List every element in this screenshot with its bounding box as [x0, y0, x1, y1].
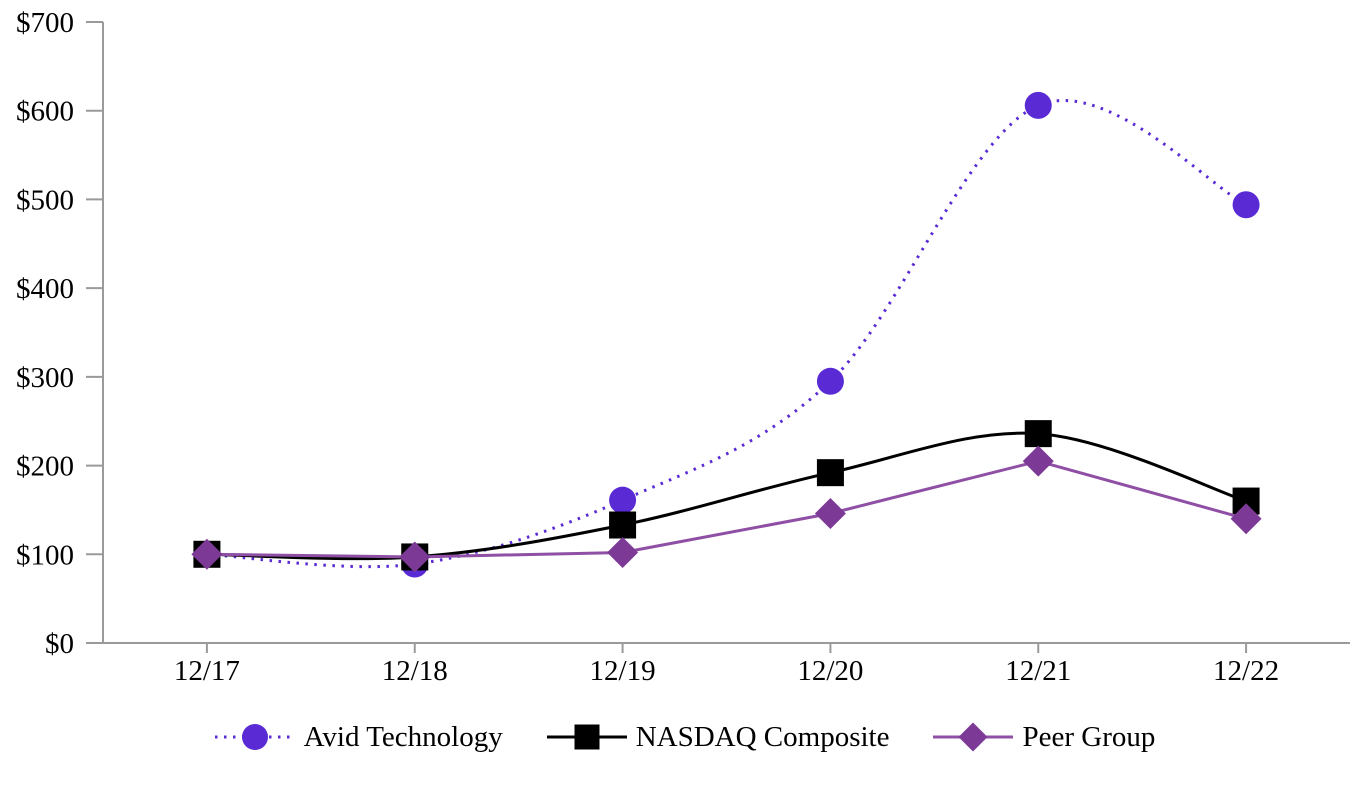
y-axis-tick-label: $500 [16, 184, 74, 216]
x-axis-tick-label: 12/20 [797, 655, 863, 687]
x-axis-tick-label: 12/21 [1005, 655, 1071, 687]
y-axis-tick-label: $600 [16, 96, 74, 128]
circle-data-point-marker [1024, 91, 1052, 119]
diamond-data-point-marker [399, 541, 431, 573]
square-data-point-marker [816, 459, 844, 487]
diamond-marker-icon [933, 720, 1014, 754]
y-axis-tick-label: $100 [16, 539, 74, 571]
square-data-point-marker [609, 511, 637, 539]
square-marker-icon [546, 720, 627, 754]
diamond-data-point-marker [814, 497, 846, 529]
chart-plot-area: $0 $100 $200 $300 $400 $500 $600 $700 12/17 12/18… [16, 7, 1350, 687]
circle-data-point-marker [816, 367, 844, 395]
diamond-data-point-marker [191, 538, 223, 570]
x-axis-tick-label: 12/19 [590, 655, 656, 687]
chart-canvas: $0 $100 $200 $300 $400 $500 $600 $700 12/17 12/18… [16, 7, 1350, 687]
x-axis-tick-label: 12/22 [1213, 655, 1279, 687]
legend-label-avid-technology: Avid Technology [303, 720, 503, 753]
square-data-point-marker [1024, 420, 1052, 448]
legend-label-nasdaq-composite: NASDAQ Composite [635, 720, 890, 753]
avid-technology-series-line [206, 99, 1247, 569]
y-axis-tick-label: $300 [16, 362, 74, 394]
y-axis-tick-label: $0 [45, 628, 74, 660]
circle-data-point-marker [1232, 191, 1260, 219]
x-axis-tick-label: 12/17 [174, 655, 240, 687]
x-axis-tick-label: 12/18 [382, 655, 448, 687]
diamond-data-point-marker [1230, 503, 1262, 535]
legend-item-avid-technology: Avid Technology [214, 720, 503, 754]
diamond-data-point-marker [1022, 445, 1054, 477]
legend-item-nasdaq-composite: NASDAQ Composite [546, 720, 890, 754]
y-axis-tick-label: $700 [16, 7, 74, 39]
circle-marker-icon [214, 720, 295, 754]
y-axis-tick-label: $200 [16, 451, 74, 483]
chart-legend: Avid Technology NASDAQ Composite Peer Gr… [0, 706, 1370, 768]
legend-item-peer-group: Peer Group [933, 720, 1155, 754]
legend-label-peer-group: Peer Group [1022, 720, 1156, 753]
y-axis-tick-label: $400 [16, 273, 74, 305]
nasdaq-composite-series-line [206, 431, 1247, 561]
circle-data-point-marker [609, 486, 637, 514]
peer-group-series-line [206, 459, 1247, 559]
diamond-data-point-marker [607, 537, 639, 569]
